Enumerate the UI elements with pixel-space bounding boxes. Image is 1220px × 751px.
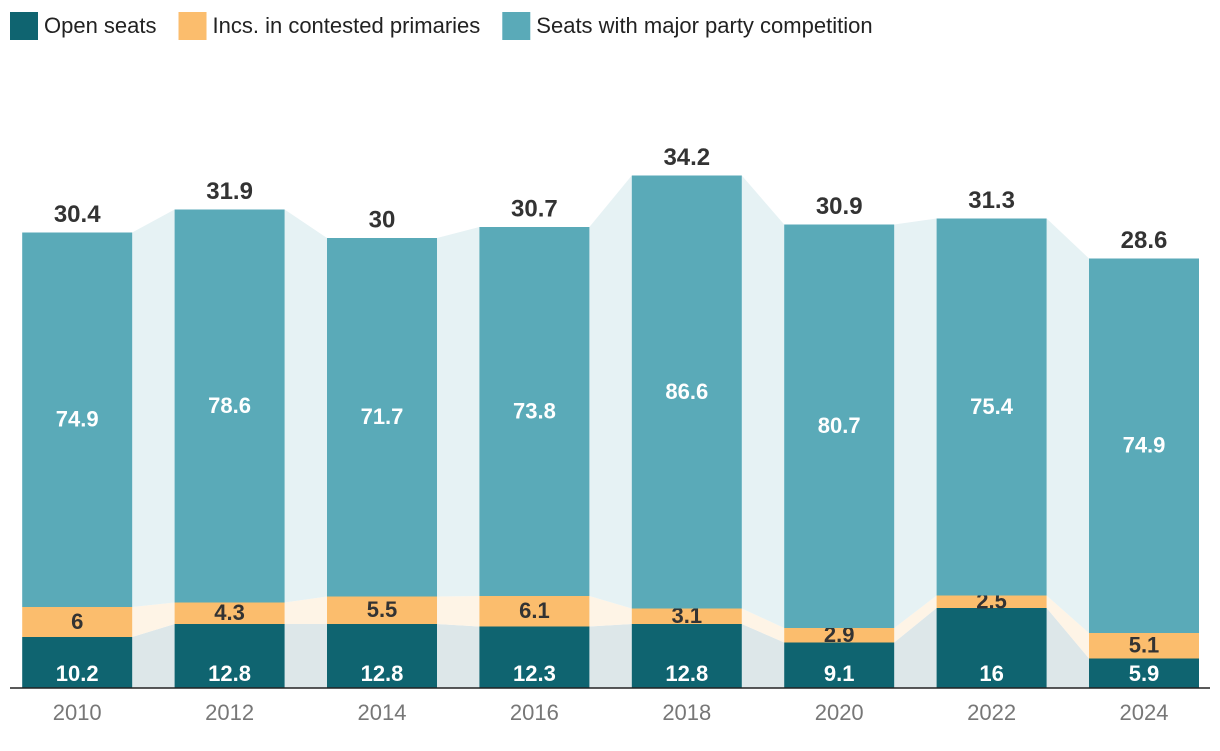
legend-swatch (178, 12, 207, 40)
x-tick-label: 2020 (815, 700, 864, 725)
bar-segment (784, 628, 895, 643)
connector-band (1046, 595, 1089, 659)
bar-segment (22, 232, 133, 607)
connector-band (589, 624, 632, 688)
bar-segment (174, 602, 285, 624)
segment-label: 71.7 (361, 404, 404, 429)
x-tick-label: 2012 (205, 700, 254, 725)
bar-segment (327, 596, 437, 624)
connector-band (437, 227, 480, 597)
segment-label: 12.8 (361, 661, 404, 686)
x-tick-label: 2024 (1120, 700, 1169, 725)
segment-label: 86.6 (665, 379, 708, 404)
total-label: 28.6 (1121, 227, 1168, 254)
bar-segment (631, 608, 742, 624)
connector-band (132, 602, 175, 637)
bar-segment (22, 637, 133, 688)
connector-band (894, 218, 937, 628)
connector-band (284, 209, 327, 603)
segment-label: 80.7 (818, 413, 861, 438)
segment-label: 12.8 (208, 661, 251, 686)
segment-label: 12.3 (513, 661, 556, 686)
bar-segment (479, 596, 590, 627)
bar-segment (174, 624, 285, 688)
bar-segment (1089, 658, 1199, 688)
total-label: 34.2 (663, 144, 710, 171)
total-label: 31.3 (968, 187, 1015, 214)
connector-band (894, 608, 937, 688)
x-tick-label: 2018 (662, 700, 711, 725)
bar-segment (936, 218, 1047, 596)
connector-band (741, 608, 785, 643)
bar-segment (327, 238, 437, 597)
segment-label: 75.4 (970, 394, 1014, 419)
x-tick-label: 2014 (358, 700, 407, 725)
legend-swatch (502, 12, 531, 40)
segment-label: 5.1 (1129, 633, 1160, 658)
segment-label: 12.8 (665, 661, 708, 686)
connector-band (437, 624, 480, 688)
connector-band (1046, 608, 1089, 688)
bar-segment (174, 209, 285, 603)
segment-label: 6.1 (519, 598, 550, 623)
connector-band (437, 596, 480, 627)
x-tick-label: 2010 (53, 700, 102, 725)
segment-label: 5.5 (367, 597, 398, 622)
segment-label: 73.8 (513, 398, 556, 423)
segment-label: 10.2 (56, 661, 99, 686)
legend-label: Incs. in contested primaries (213, 13, 481, 38)
total-label: 30.9 (816, 193, 863, 220)
x-tick-label: 2016 (510, 700, 559, 725)
bar-segment (936, 608, 1047, 688)
bar-segment (784, 224, 895, 628)
segment-label: 74.9 (56, 407, 99, 432)
legend-label: Seats with major party competition (536, 13, 872, 38)
connector-band (589, 175, 632, 609)
connector-band (741, 175, 785, 628)
bar-segment (22, 607, 133, 637)
total-label: 30.7 (511, 195, 558, 222)
bar-segment (1089, 258, 1199, 633)
bar-segment (784, 642, 895, 688)
connector-band (1046, 218, 1089, 633)
connector-band (589, 596, 632, 627)
connector-band (284, 624, 327, 688)
total-label: 31.9 (206, 178, 253, 205)
connector-band (132, 624, 175, 688)
bar-segment (479, 626, 590, 688)
connector-band (132, 209, 175, 607)
segment-label: 5.9 (1129, 661, 1160, 686)
bar-segment (479, 227, 590, 596)
segment-label: 9.1 (824, 661, 855, 686)
segment-label: 78.6 (208, 393, 251, 418)
bar-segment (631, 624, 742, 688)
total-label: 30.4 (54, 201, 101, 228)
legend-swatch (10, 12, 38, 40)
bar-segment (327, 624, 437, 688)
segment-label: 16 (979, 661, 1003, 686)
connector-band (894, 595, 937, 643)
bar-segment (1089, 633, 1199, 659)
connector-band (741, 624, 785, 688)
total-label: 30 (369, 206, 396, 233)
connector-band (284, 596, 327, 624)
legend-label: Open seats (44, 13, 157, 38)
bar-segment (631, 175, 742, 609)
segment-label: 74.9 (1123, 433, 1166, 458)
segment-label: 4.3 (214, 600, 245, 625)
x-tick-label: 2022 (967, 700, 1016, 725)
segment-label: 6 (71, 609, 83, 634)
bar-segment (936, 595, 1047, 608)
